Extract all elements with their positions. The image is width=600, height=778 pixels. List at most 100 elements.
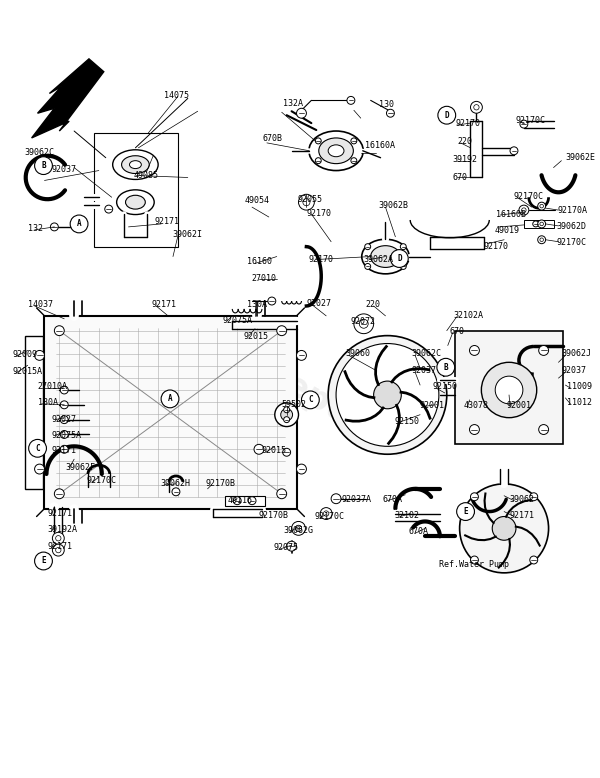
Text: 92075A: 92075A [223, 316, 253, 325]
Circle shape [400, 244, 406, 250]
Circle shape [365, 244, 371, 250]
Circle shape [268, 297, 276, 305]
Text: partsrepublic: partsrepublic [179, 312, 414, 466]
Text: B: B [443, 363, 448, 372]
Circle shape [283, 448, 290, 456]
Circle shape [105, 205, 113, 213]
Circle shape [374, 381, 401, 408]
Circle shape [470, 425, 479, 434]
Text: 92171: 92171 [151, 300, 176, 309]
Bar [226, 496, 265, 506]
Ellipse shape [371, 246, 400, 268]
Text: 92170: 92170 [484, 242, 508, 251]
Bar [524, 220, 554, 228]
Text: 49085: 49085 [133, 170, 158, 180]
Bar [94, 133, 178, 247]
Text: 32102: 32102 [394, 510, 419, 520]
Circle shape [296, 108, 307, 118]
Circle shape [533, 221, 539, 227]
Text: 16160A: 16160A [365, 141, 395, 150]
Text: 92001: 92001 [419, 401, 444, 410]
Text: 92170C: 92170C [516, 116, 546, 125]
Circle shape [296, 350, 307, 360]
Circle shape [470, 492, 478, 501]
Text: B: B [41, 161, 46, 170]
Text: 92015: 92015 [243, 331, 268, 341]
Circle shape [254, 444, 264, 454]
Circle shape [386, 109, 394, 117]
Text: 92055: 92055 [298, 195, 323, 205]
Text: 39062B: 39062B [379, 202, 409, 210]
Text: 92027: 92027 [52, 415, 76, 424]
Text: D: D [445, 110, 449, 120]
Text: 92170A: 92170A [557, 206, 587, 216]
Circle shape [35, 156, 52, 174]
Circle shape [303, 198, 310, 205]
Text: 39062J: 39062J [562, 349, 592, 359]
Circle shape [540, 205, 544, 208]
Text: 39062I: 39062I [172, 230, 202, 239]
Ellipse shape [309, 131, 363, 170]
Text: 92170B: 92170B [206, 479, 236, 488]
Circle shape [400, 264, 406, 269]
Circle shape [287, 541, 296, 551]
Text: 39192A: 39192A [47, 525, 77, 534]
Ellipse shape [116, 190, 154, 215]
Text: 92015A: 92015A [13, 367, 43, 377]
Circle shape [481, 363, 537, 418]
Circle shape [281, 408, 293, 421]
Text: 39062: 39062 [509, 495, 534, 504]
Circle shape [365, 264, 371, 269]
Text: 92001: 92001 [506, 401, 531, 410]
Circle shape [277, 489, 287, 499]
Text: C: C [35, 443, 40, 453]
Text: 39062E: 39062E [565, 152, 595, 162]
Text: 59502: 59502 [282, 400, 307, 409]
Text: 39192: 39192 [453, 155, 478, 163]
Circle shape [52, 544, 64, 556]
Text: 16160: 16160 [247, 257, 272, 265]
Circle shape [540, 223, 544, 226]
Circle shape [60, 415, 68, 423]
Circle shape [495, 376, 523, 404]
Circle shape [323, 511, 329, 517]
Circle shape [360, 320, 368, 328]
Circle shape [438, 107, 455, 124]
Text: 92171: 92171 [47, 509, 73, 517]
Text: 49054: 49054 [244, 196, 269, 205]
Text: 39062H: 39062H [160, 479, 190, 488]
Circle shape [391, 250, 408, 268]
Text: 670: 670 [453, 173, 468, 181]
Circle shape [60, 386, 68, 394]
Text: 132: 132 [28, 224, 43, 233]
Text: 670A: 670A [383, 495, 403, 504]
Text: 92171: 92171 [52, 447, 76, 455]
Circle shape [530, 492, 538, 501]
Text: 92037: 92037 [52, 165, 76, 173]
Circle shape [316, 138, 321, 144]
Text: 92170C: 92170C [87, 476, 117, 485]
Circle shape [492, 517, 516, 540]
Text: 39062F: 39062F [65, 463, 95, 472]
Circle shape [347, 96, 355, 104]
Ellipse shape [122, 156, 149, 173]
Circle shape [292, 521, 305, 535]
Circle shape [540, 238, 544, 241]
Circle shape [474, 104, 479, 110]
Text: C: C [308, 395, 313, 405]
Text: 220: 220 [458, 137, 473, 146]
Polygon shape [32, 59, 104, 138]
Circle shape [50, 223, 58, 231]
Circle shape [470, 345, 479, 356]
Circle shape [331, 494, 341, 503]
Circle shape [301, 391, 319, 408]
Text: 670: 670 [450, 327, 465, 336]
Circle shape [316, 158, 321, 163]
Text: 39060: 39060 [345, 349, 370, 359]
Text: 92170C: 92170C [514, 192, 544, 202]
Circle shape [538, 202, 545, 210]
Text: 92170: 92170 [307, 209, 331, 218]
Text: 132A: 132A [283, 100, 302, 108]
Circle shape [539, 425, 548, 434]
Text: 92075A: 92075A [52, 430, 82, 440]
